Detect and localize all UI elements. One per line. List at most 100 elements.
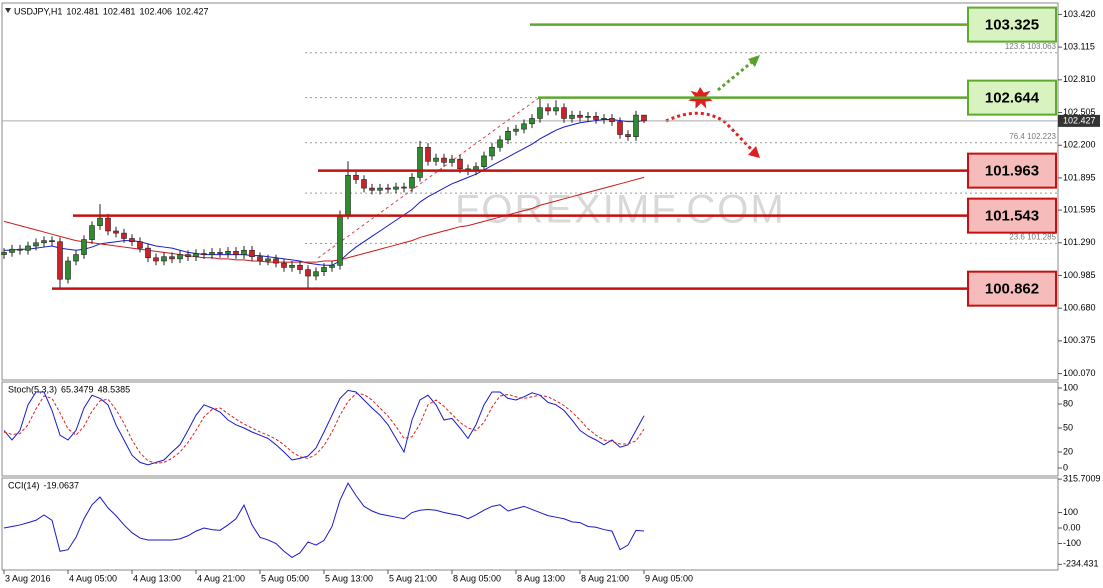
candle-body (289, 264, 295, 268)
candle-body (577, 114, 583, 118)
candle-body (409, 177, 415, 189)
header-text: USDJPY,H1 (14, 6, 62, 16)
x-tick-label: 4 Aug 13:00 (133, 573, 181, 583)
y-tick-label: 315.7009 (1063, 474, 1101, 484)
y-tick-label: 100.680 (1063, 303, 1096, 313)
candle-body (177, 254, 183, 260)
candle-body (313, 271, 319, 277)
candle-body (425, 147, 431, 162)
candle-body (249, 249, 255, 258)
up-arrow (717, 55, 760, 92)
candle-body (97, 217, 103, 226)
candle-body (585, 115, 591, 118)
x-tick-label: 8 Aug 05:00 (453, 573, 501, 583)
x-tick-label: 9 Aug 05:00 (645, 573, 693, 583)
candle-body (489, 147, 495, 157)
candle-body (457, 158, 463, 170)
y-tick-label: 101.895 (1063, 172, 1096, 182)
indicator-line (3, 389, 645, 466)
y-tick-label: 101.595 (1063, 204, 1096, 214)
y-tick-label: 102.810 (1063, 74, 1096, 84)
x-tick-label: 5 Aug 21:00 (389, 573, 437, 583)
y-tick-label: 100 (1063, 382, 1078, 392)
header-text: 65.3479 (61, 384, 94, 394)
indicator-line (3, 482, 645, 559)
candle-body (201, 253, 207, 255)
candle-body (153, 257, 159, 262)
header-text: 48.5385 (98, 384, 131, 394)
x-tick-label: 5 Aug 05:00 (261, 573, 309, 583)
candle-body (297, 264, 303, 270)
candle-body (89, 225, 95, 240)
candle-body (33, 242, 39, 247)
candle-body (121, 232, 127, 239)
candle-body (273, 258, 279, 264)
candle-body (537, 107, 543, 119)
level-label: 101.963 (985, 163, 1039, 180)
watermark: FOREXIMF.COM (455, 188, 786, 232)
x-tick-label: 8 Aug 13:00 (517, 573, 565, 583)
candle-body (449, 158, 455, 163)
candle-body (393, 186, 399, 190)
candle-body (521, 123, 527, 130)
level-box (967, 6, 1057, 43)
fib-label: 123.6 103.063 (1005, 42, 1057, 51)
candle-body (513, 128, 519, 132)
candle-body (105, 217, 111, 232)
y-tick-label: 100.375 (1063, 335, 1096, 345)
candle-body (609, 118, 615, 122)
fib-trend-line (317, 96, 541, 259)
y-tick-label: 0 (1063, 462, 1068, 472)
candle-body (113, 230, 119, 234)
candle-body (481, 155, 487, 167)
candle-body (569, 114, 575, 119)
y-tick-label: 103.115 (1063, 42, 1095, 52)
candle-body (401, 186, 407, 189)
candle-body (233, 251, 239, 255)
x-tick-label: 3 Aug 2016 (5, 573, 51, 583)
current-price-label: 102.427 (1063, 115, 1096, 125)
candle-body (553, 107, 559, 112)
candle-body (545, 107, 551, 112)
candle-body (41, 240, 47, 244)
candle-body (217, 252, 223, 254)
y-tick-label: 0.00 (1063, 522, 1081, 532)
candle-body (57, 241, 63, 280)
stoch-panel (1, 381, 1059, 477)
x-tick-label: 5 Aug 13:00 (325, 573, 373, 583)
candle-body (385, 187, 391, 190)
x-tick-label: 4 Aug 05:00 (69, 573, 117, 583)
header-text: 102.406 (139, 6, 172, 16)
x-tick-label: 4 Aug 21:00 (197, 573, 245, 583)
level-box (967, 197, 1057, 234)
candle-body (17, 248, 23, 251)
candle-body (129, 238, 135, 243)
candle-body (417, 147, 423, 178)
level-label: 103.325 (985, 17, 1039, 34)
y-tick-label: 102.505 (1063, 107, 1096, 117)
header-text: Stoch(5,3,3) (8, 384, 57, 394)
candle-body (185, 254, 191, 258)
candle-body (265, 258, 271, 262)
y-tick-label: 101.290 (1063, 237, 1096, 247)
candle-body (377, 187, 383, 191)
y-tick-label: 100 (1063, 507, 1078, 517)
candle-body (433, 157, 439, 162)
candle-body (369, 187, 375, 191)
candle-body (561, 107, 567, 119)
down-arrow (665, 111, 760, 158)
header-text: 102.427 (176, 6, 209, 16)
candle-body (329, 264, 335, 268)
main-panel (1, 2, 1059, 381)
candle-body (9, 248, 15, 253)
y-tick-label: -234.431 (1063, 559, 1099, 569)
candle-body (81, 239, 87, 255)
candle-body (625, 134, 631, 137)
candle-body (601, 118, 607, 120)
level-box (967, 79, 1057, 116)
y-tick-label: -100 (1063, 538, 1081, 548)
fib-label: 76.4 102.223 (1009, 132, 1056, 141)
y-tick-label: 100.070 (1063, 368, 1096, 378)
